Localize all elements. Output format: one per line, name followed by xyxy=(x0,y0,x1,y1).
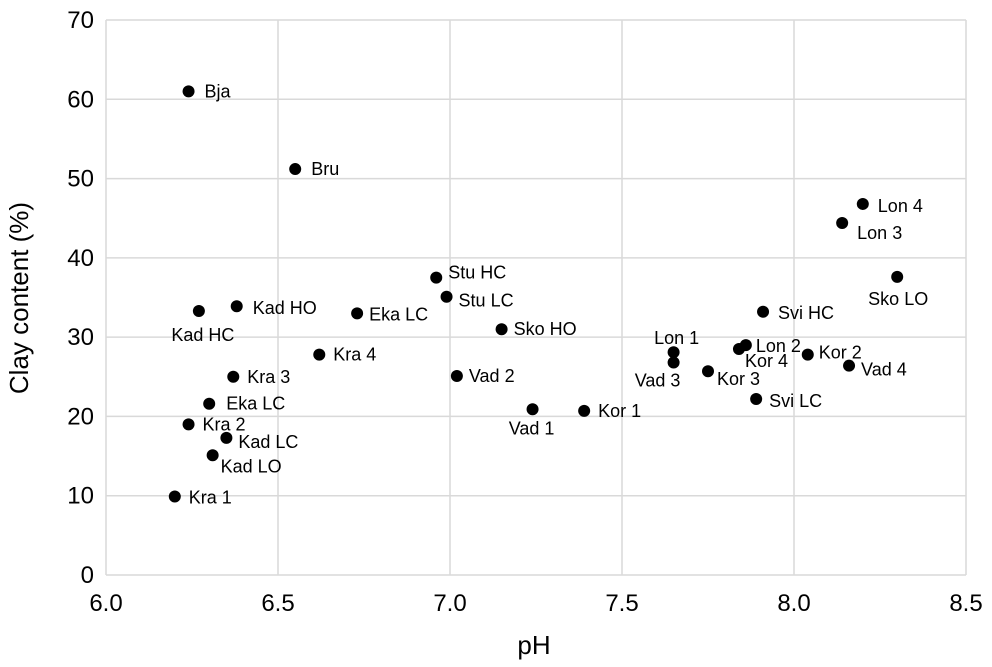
data-point xyxy=(227,370,240,383)
x-tick-label: 8.0 xyxy=(777,590,810,617)
data-point xyxy=(739,339,752,352)
data-point-label: Vad 4 xyxy=(861,360,907,380)
y-tick-label: 50 xyxy=(67,166,94,193)
data-point-label: Lon 1 xyxy=(654,328,699,348)
data-points xyxy=(168,85,904,503)
data-point-label: Svi HC xyxy=(778,303,834,323)
y-tick-label: 0 xyxy=(81,562,94,589)
data-point-label: Eka LC xyxy=(369,304,428,324)
data-point-label: Stu HC xyxy=(448,263,506,283)
y-tick-label: 30 xyxy=(67,324,94,351)
data-point xyxy=(757,305,770,318)
data-point-label: Bru xyxy=(311,159,339,179)
y-axis-title: Clay content (%) xyxy=(4,202,34,394)
data-point-label: Kad HC xyxy=(171,325,234,345)
data-point-label: Kad LO xyxy=(221,456,282,476)
y-tick-labels: 0 10 20 30 40 50 60 70 xyxy=(67,7,94,589)
data-point xyxy=(667,356,680,369)
data-point xyxy=(351,307,364,320)
data-point-label: Sko LO xyxy=(868,289,928,309)
data-point-label: Kra 1 xyxy=(189,488,232,508)
data-point-label: Lon 4 xyxy=(878,196,923,216)
grid xyxy=(105,19,967,576)
data-point xyxy=(667,346,680,359)
data-point xyxy=(440,290,453,303)
data-point-label: Kad LC xyxy=(238,432,298,452)
data-point xyxy=(702,365,714,378)
data-point xyxy=(220,431,233,444)
data-point xyxy=(526,403,539,416)
data-point xyxy=(313,348,326,361)
data-point-label: Eka LC xyxy=(226,394,285,414)
data-point xyxy=(192,304,205,317)
data-point xyxy=(430,271,443,284)
data-point-label: Lon 2 xyxy=(756,336,801,356)
data-point-label: Bja xyxy=(205,81,232,101)
x-tick-labels: 6.0 6.5 7.0 7.5 8.0 8.5 xyxy=(89,590,982,617)
y-tick-label: 20 xyxy=(67,403,94,430)
data-point-label: Stu LC xyxy=(459,291,514,311)
data-point-label: Vad 3 xyxy=(635,371,681,391)
x-tick-label: 6.0 xyxy=(89,590,122,617)
data-point xyxy=(203,397,216,410)
x-tick-label: 6.5 xyxy=(261,590,294,617)
data-point xyxy=(206,449,219,462)
data-point xyxy=(750,392,763,405)
x-tick-label: 8.5 xyxy=(949,590,982,617)
data-point xyxy=(578,404,591,417)
data-point-label: Kra 2 xyxy=(203,414,246,434)
data-point xyxy=(289,163,302,176)
y-tick-label: 60 xyxy=(67,86,94,113)
y-tick-label: 40 xyxy=(67,245,94,272)
x-tick-label: 7.5 xyxy=(605,590,638,617)
data-point-label: Svi LC xyxy=(769,391,822,411)
data-point xyxy=(843,359,856,372)
data-point xyxy=(168,490,181,503)
data-point-label: Kor 2 xyxy=(819,343,862,363)
y-tick-label: 10 xyxy=(67,483,94,510)
data-point-label: Vad 2 xyxy=(469,366,515,386)
data-point-label: Kra 3 xyxy=(247,367,290,387)
data-point xyxy=(182,418,195,431)
data-point xyxy=(836,216,849,229)
data-point-label: Kor 1 xyxy=(598,401,641,421)
y-tick-label: 70 xyxy=(67,7,94,34)
data-point-label: Vad 1 xyxy=(509,418,555,438)
data-point xyxy=(230,300,243,313)
data-point xyxy=(495,323,508,336)
data-point xyxy=(182,85,195,98)
data-point-label: Sko HO xyxy=(514,319,577,339)
x-axis-title: pH xyxy=(517,630,550,660)
data-point xyxy=(801,348,814,361)
x-tick-label: 7.0 xyxy=(433,590,466,617)
data-point-label: Lon 3 xyxy=(857,223,902,243)
data-point-label: Kad HO xyxy=(253,298,317,318)
data-point xyxy=(450,369,463,382)
data-point-label: Kor 4 xyxy=(745,351,788,371)
data-point xyxy=(891,270,904,283)
data-point-label: Kra 4 xyxy=(333,345,376,365)
data-point-label: Kor 3 xyxy=(717,369,760,389)
data-point xyxy=(856,197,869,210)
